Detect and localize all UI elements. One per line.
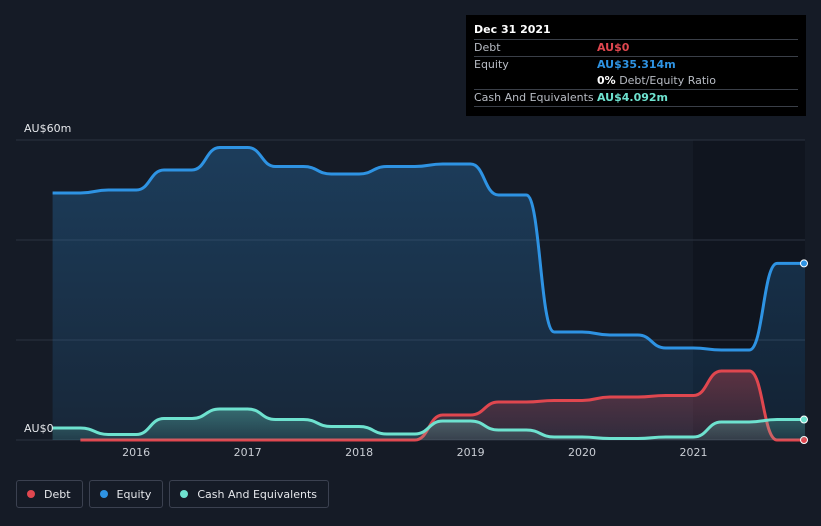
x-tick-label: 2020 bbox=[568, 446, 596, 459]
equity-dot-icon bbox=[99, 490, 108, 498]
axis-layer: AU$60m AU$0 2016 2017 2018 2019 2020 2021 bbox=[24, 122, 708, 459]
tooltip-equity-value: AU$35.314m bbox=[597, 58, 676, 71]
equity-end-marker bbox=[800, 259, 808, 268]
series-layer bbox=[52, 146, 808, 444]
cash-dot-icon bbox=[180, 490, 189, 498]
tooltip-row-equity: Equity AU$35.314m bbox=[474, 56, 798, 73]
x-tick-label: 2021 bbox=[680, 446, 708, 459]
legend-item-debt[interactable]: Debt bbox=[16, 480, 83, 508]
debt-line bbox=[80, 369, 805, 442]
debt-area bbox=[80, 371, 805, 440]
equity-area bbox=[52, 147, 806, 440]
x-tick-label: 2019 bbox=[457, 446, 485, 459]
legend-debt-label: Debt bbox=[44, 487, 71, 501]
legend-cash-label: Cash And Equivalents bbox=[197, 487, 317, 501]
legend-item-cash[interactable]: Cash And Equivalents bbox=[169, 480, 329, 508]
debt-dot-icon bbox=[27, 490, 35, 498]
cash-area bbox=[52, 409, 806, 440]
y-tick-label: AU$60m bbox=[24, 122, 71, 135]
tooltip-equity-label: Equity bbox=[474, 58, 509, 71]
equity-line bbox=[52, 146, 805, 352]
tooltip-ratio-value: 0% bbox=[597, 74, 616, 87]
tooltip-debt-label: Debt bbox=[474, 41, 501, 54]
tooltip-ratio-label: Debt/Equity Ratio bbox=[619, 74, 716, 87]
x-tick-label: 2017 bbox=[234, 446, 262, 459]
tooltip-panel: Dec 31 2021 Debt AU$0 Equity AU$35.314m … bbox=[466, 15, 806, 116]
tooltip-cash-value: AU$4.092m bbox=[597, 91, 669, 104]
x-tick-label: 2018 bbox=[345, 446, 373, 459]
tooltip-cash-label: Cash And Equivalents bbox=[474, 91, 594, 104]
cash-line bbox=[52, 407, 805, 441]
tooltip-date: Dec 31 2021 bbox=[474, 23, 551, 36]
tooltip-debt-value: AU$0 bbox=[597, 41, 630, 54]
cash-end-marker bbox=[800, 415, 808, 424]
chart-legend: Debt Equity Cash And Equivalents bbox=[16, 480, 329, 508]
legend-equity-label: Equity bbox=[116, 487, 152, 501]
y-tick-label: AU$0 bbox=[24, 422, 54, 435]
legend-item-equity[interactable]: Equity bbox=[88, 480, 164, 508]
tooltip-row-cash: Cash And Equivalents AU$4.092m bbox=[474, 89, 798, 107]
tooltip-row-ratio: 0% Debt/Equity Ratio bbox=[474, 73, 798, 89]
tooltip-row-debt: Debt AU$0 bbox=[474, 39, 798, 56]
x-tick-label: 2016 bbox=[122, 446, 150, 459]
